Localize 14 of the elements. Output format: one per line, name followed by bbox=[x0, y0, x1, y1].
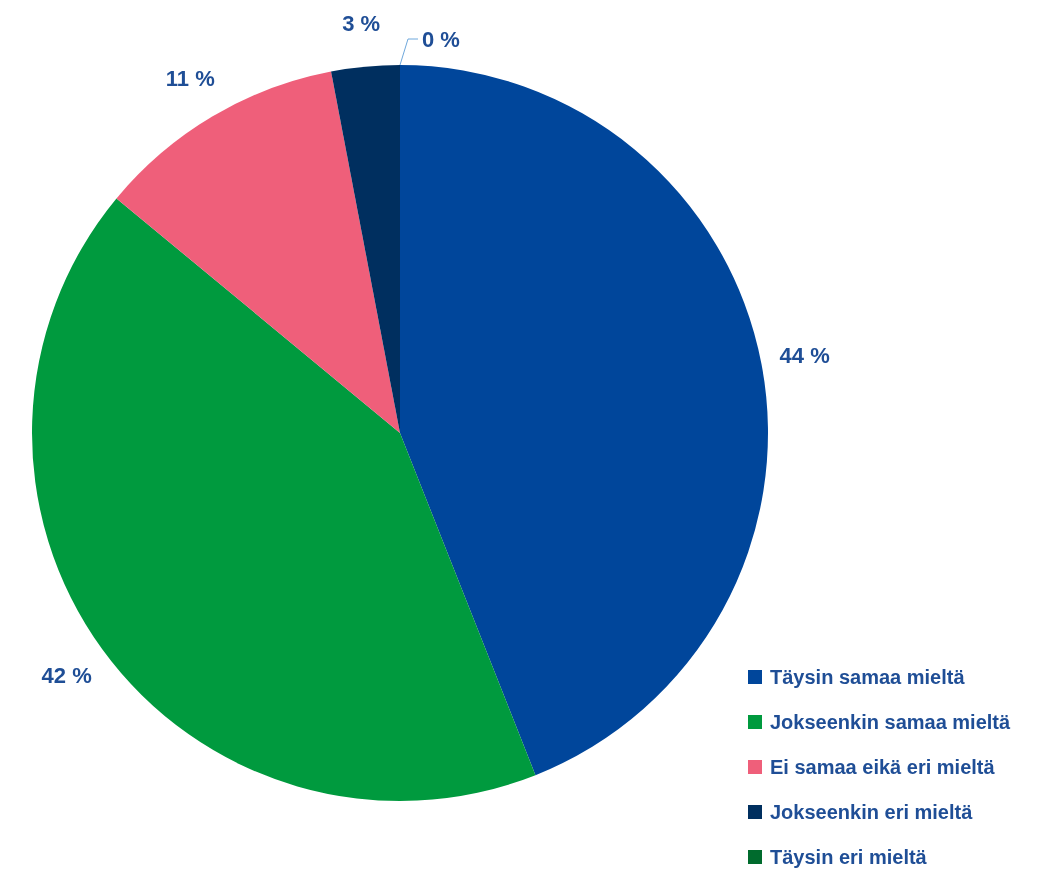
legend-label: Ei samaa eikä eri mieltä bbox=[770, 756, 996, 778]
data-label: 3 % bbox=[342, 10, 381, 36]
legend-label: Jokseenkin eri mieltä bbox=[770, 801, 974, 823]
data-label: 11 % bbox=[165, 66, 215, 92]
legend-label: Täysin eri mieltä bbox=[770, 846, 928, 868]
data-label: 44 % bbox=[779, 343, 830, 369]
pie-slice bbox=[32, 198, 536, 801]
legend-label: Jokseenkin samaa mieltä bbox=[770, 711, 1012, 733]
legend-label: Täysin samaa mieltä bbox=[770, 666, 966, 688]
pie-slice bbox=[116, 71, 400, 433]
pie-slice bbox=[331, 65, 400, 433]
pie-slice bbox=[400, 65, 768, 776]
text: 0 % bbox=[422, 26, 460, 52]
data-label: 42 % bbox=[41, 662, 92, 688]
